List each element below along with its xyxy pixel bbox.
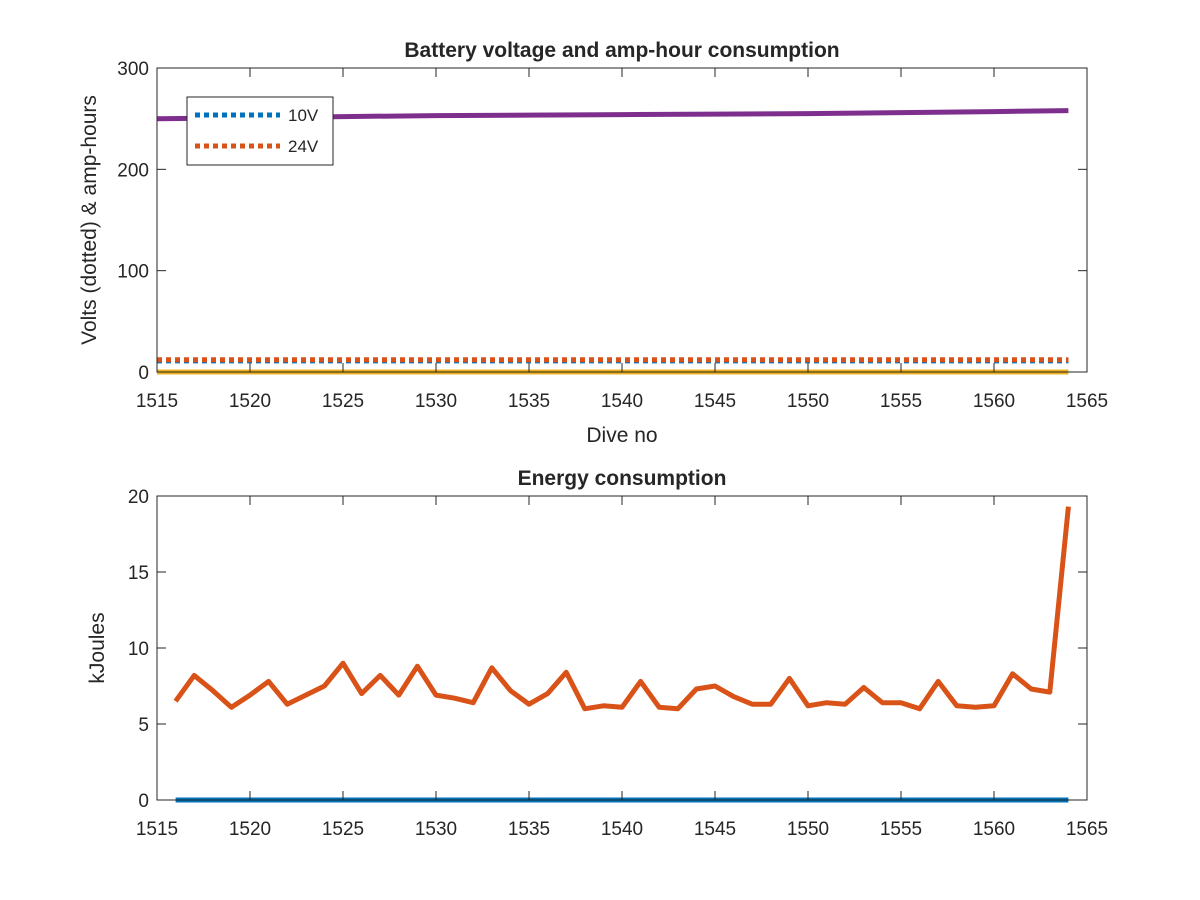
bottom-plot-frame xyxy=(156,495,1088,801)
top-x-tick-label: 1535 xyxy=(508,391,550,412)
top-x-tick-label: 1530 xyxy=(415,391,457,412)
bottom-x-tick-label: 1535 xyxy=(508,819,550,840)
bottom-y-tick-label: 20 xyxy=(128,487,149,508)
top-x-tick-label: 1540 xyxy=(601,391,643,412)
bottom-plot-marks xyxy=(173,506,1071,803)
top-x-axis-label: Dive no xyxy=(586,424,657,447)
bottom-axes-frame: 1515 1520 1525 1530 1535 1540 1545 1550 1555 1560… xyxy=(128,487,1108,840)
top-x-tick-label: 1555 xyxy=(880,391,922,412)
bottom-x-tick-label: 1525 xyxy=(322,819,364,840)
bottom-axes: Energy consumption kJoules 1515 1520 1525 1… xyxy=(86,467,1108,840)
bottom-x-tick-label: 1560 xyxy=(973,819,1015,840)
legend-box xyxy=(186,96,334,166)
bottom-x-tick-label: 1520 xyxy=(229,819,271,840)
top-y-tick-label: 200 xyxy=(117,160,149,181)
bottom-x-tick-label: 1565 xyxy=(1066,819,1108,840)
top-chart-title: Battery voltage and amp-hour consumption xyxy=(404,39,839,62)
top-x-tick-label: 1525 xyxy=(322,391,364,412)
bottom-x-tick-label: 1545 xyxy=(694,819,736,840)
bottom-y-tick-label: 0 xyxy=(138,791,149,812)
bottom-x-tick-label: 1540 xyxy=(601,819,643,840)
bottom-x-tick-label: 1530 xyxy=(415,819,457,840)
top-y-tick-label: 300 xyxy=(117,59,149,80)
top-axes-frame: 1515 1520 1525 1530 1535 1540 1545 1550 1555 1560… xyxy=(117,59,1108,412)
bottom-chart-title: Energy consumption xyxy=(518,467,727,490)
top-x-tick-label: 1545 xyxy=(694,391,736,412)
top-legend: 10V 24V xyxy=(186,96,334,166)
bottom-y-axis-label: kJoules xyxy=(86,612,109,683)
bottom-series-line-1 xyxy=(173,506,1071,712)
top-y-tick-label: 100 xyxy=(117,262,149,283)
top-y-axis-label: Volts (dotted) & amp-hours xyxy=(78,95,101,345)
bottom-x-tick-label: 1515 xyxy=(136,819,178,840)
legend-label-10V: 10V xyxy=(288,106,319,125)
top-axes: Battery voltage and amp-hour consumption… xyxy=(78,39,1108,447)
top-y-tick-label: 0 xyxy=(138,363,149,384)
legend-label-24V: 24V xyxy=(288,137,319,156)
bottom-y-tick-label: 10 xyxy=(128,639,149,660)
top-x-tick-label: 1515 xyxy=(136,391,178,412)
top-x-tick-label: 1520 xyxy=(229,391,271,412)
top-x-tick-label: 1550 xyxy=(787,391,829,412)
top-x-tick-label: 1565 xyxy=(1066,391,1108,412)
bottom-y-tick-label: 15 xyxy=(128,563,149,584)
bottom-y-tick-label: 5 xyxy=(138,715,149,736)
bottom-x-tick-label: 1555 xyxy=(880,819,922,840)
top-x-tick-label: 1560 xyxy=(973,391,1015,412)
bottom-x-tick-label: 1550 xyxy=(787,819,829,840)
